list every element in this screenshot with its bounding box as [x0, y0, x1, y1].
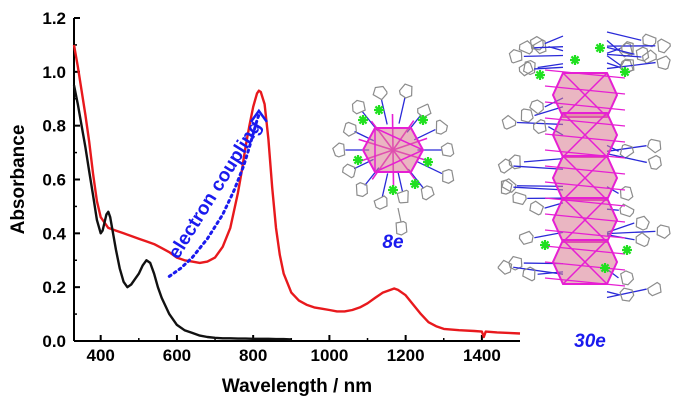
y-tick-label: 1.2: [42, 9, 66, 28]
x-tick-label: 400: [86, 346, 114, 365]
plot-area: [72, 44, 521, 341]
y-tick-label: 0.4: [42, 224, 66, 243]
y-axis-label: Absorbance: [8, 125, 29, 235]
30e-label: 30e: [574, 331, 606, 352]
electron-coupling-label: electron coupling: [164, 117, 266, 262]
x-tick-label: 800: [239, 346, 267, 365]
30e-cluster-structure-icon: [497, 31, 671, 302]
x-tick-label: 1400: [463, 346, 501, 365]
x-tick-label: 1200: [387, 346, 425, 365]
8e-label: 8e: [382, 232, 404, 253]
y-tick-label: 1.0: [42, 63, 66, 82]
x-tick-label: 1000: [310, 346, 348, 365]
electron-coupling-arrowhead: [249, 108, 268, 123]
series-line-0: [72, 44, 521, 339]
electron-coupling-arrow: [167, 113, 261, 278]
x-tick-label: 600: [163, 346, 191, 365]
y-tick-label: 0.0: [42, 332, 66, 351]
y-tick-label: 0.6: [42, 171, 66, 190]
y-tick-label: 0.2: [42, 278, 66, 297]
x-axis-label: Wavelength / nm: [222, 376, 372, 397]
8e-cluster-structure-icon: [332, 83, 455, 236]
axes: 0.0 0.2 0.4 0.6 0.8 1.0 1.2 400 600 800 1000 1200 14…: [8, 9, 520, 397]
series-line-1: [72, 85, 292, 341]
y-tick-label: 0.8: [42, 117, 66, 136]
